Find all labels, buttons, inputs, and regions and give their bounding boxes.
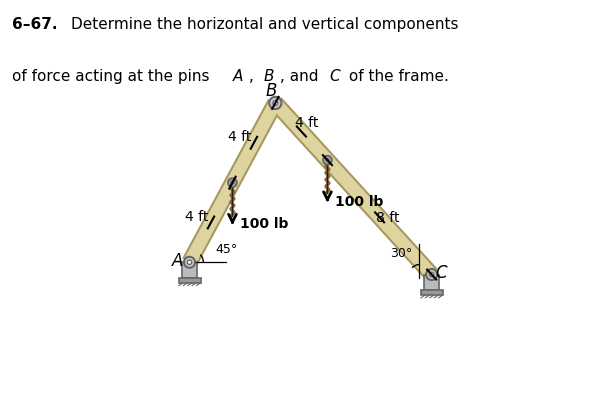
Text: B: B (263, 69, 274, 84)
Circle shape (188, 260, 192, 265)
Text: ,: , (249, 69, 257, 84)
Circle shape (426, 269, 437, 280)
Bar (182, 262, 197, 278)
Text: C: C (329, 69, 339, 84)
Text: 45°: 45° (216, 243, 238, 256)
Circle shape (184, 257, 195, 268)
Bar (424, 275, 439, 290)
Text: 4 ft: 4 ft (295, 115, 319, 129)
Text: A: A (172, 252, 184, 270)
Circle shape (323, 156, 331, 164)
Text: 100 lb: 100 lb (335, 195, 384, 209)
Text: 4 ft: 4 ft (186, 210, 209, 224)
Text: 4 ft: 4 ft (228, 130, 252, 144)
Circle shape (269, 97, 282, 109)
Circle shape (429, 272, 434, 277)
Circle shape (231, 181, 234, 184)
Text: 8 ft: 8 ft (376, 211, 400, 224)
Text: 30°: 30° (390, 247, 412, 260)
Circle shape (273, 100, 278, 105)
Text: C: C (435, 264, 447, 282)
Text: A: A (232, 69, 243, 84)
Circle shape (228, 178, 237, 187)
Bar (421, 290, 443, 295)
Text: Determine the horizontal and vertical components: Determine the horizontal and vertical co… (71, 17, 458, 32)
Text: of force acting at the pins: of force acting at the pins (12, 69, 215, 84)
Text: 6–67.: 6–67. (12, 17, 58, 32)
Text: , and: , and (280, 69, 321, 84)
Text: 100 lb: 100 lb (240, 217, 288, 231)
Bar (178, 278, 200, 283)
Text: of the frame.: of the frame. (344, 69, 450, 84)
Circle shape (326, 158, 329, 162)
Text: B: B (265, 82, 276, 100)
